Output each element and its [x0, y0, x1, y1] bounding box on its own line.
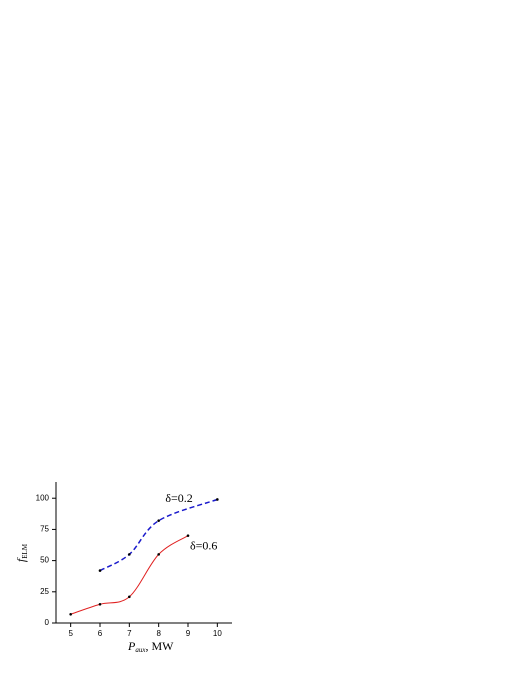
data-point [69, 612, 72, 616]
data-point [98, 569, 102, 572]
series-label: δ=0.6 [190, 538, 217, 552]
y-tick-label: 50 [40, 556, 49, 565]
y-tick-label: 75 [40, 525, 49, 534]
series-line [70, 535, 189, 615]
x-axis-label: Paux, MW [127, 639, 174, 654]
x-tick-label: 10 [213, 629, 222, 638]
x-tick-label: 9 [186, 629, 191, 638]
data-point [216, 498, 219, 501]
series-label: δ=0.2 [165, 491, 192, 505]
data-point [128, 595, 131, 599]
data-point [128, 553, 131, 556]
data-point [157, 519, 160, 522]
y-axis-label: fELM [14, 543, 29, 562]
x-tick-label: 7 [127, 629, 132, 638]
x-tick-label: 8 [156, 629, 161, 638]
series-line [99, 498, 218, 572]
data-point [186, 534, 190, 537]
x-tick-label: 5 [68, 629, 73, 638]
y-tick-label: 0 [45, 618, 50, 627]
x-tick-label: 6 [98, 629, 103, 638]
y-tick-label: 100 [36, 493, 50, 502]
y-tick-label: 25 [40, 587, 49, 596]
data-point [157, 553, 160, 556]
data-point [98, 602, 102, 606]
